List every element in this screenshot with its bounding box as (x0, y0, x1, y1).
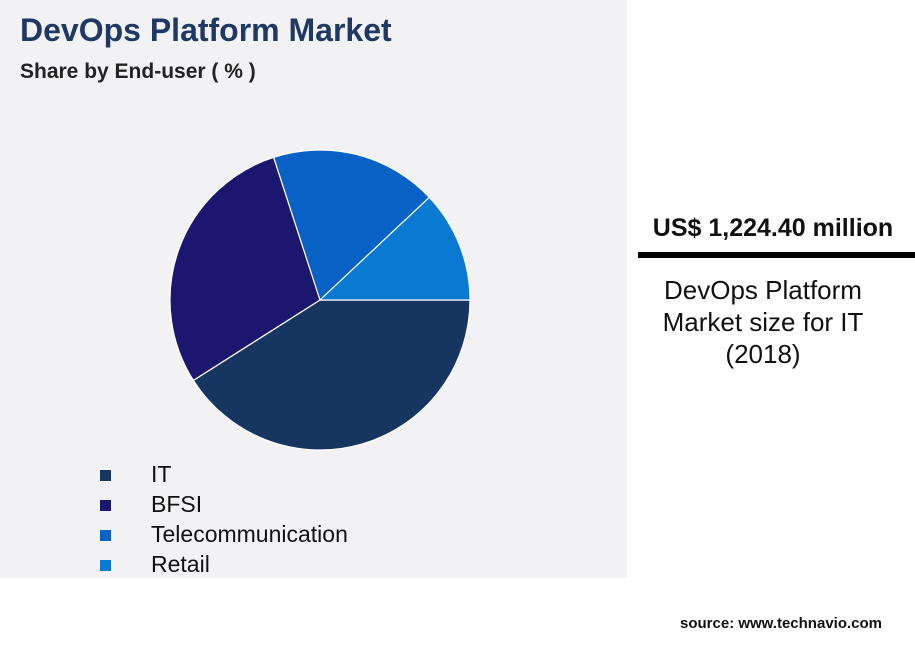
pie-slice (192, 299, 471, 451)
callout-line: Market size for IT (662, 307, 864, 337)
background (0, 578, 627, 648)
legend-label: BFSI (151, 491, 203, 517)
callout-panel (627, 3, 915, 648)
legend-swatch (100, 530, 111, 542)
chart-subtitle: Share by End-user ( % ) (20, 60, 256, 83)
chart-title: DevOps Platform Market (20, 12, 392, 48)
legend-swatch (100, 470, 111, 482)
pie-slice (169, 156, 321, 382)
pie-slice (272, 149, 431, 302)
legend-label: Telecommunication (151, 521, 348, 547)
callout-line: DevOps Platform (664, 275, 862, 305)
legend-item: BFSI (100, 491, 202, 518)
legend-swatch (100, 500, 111, 512)
legend-label: IT (151, 461, 172, 487)
legend-swatch (100, 560, 111, 572)
callout-value: US$ 1,224.40 million (652, 214, 894, 242)
legend-label: Retail (151, 551, 210, 577)
pie-chart (169, 149, 471, 451)
divider (638, 252, 915, 258)
legend-item: Telecommunication (100, 521, 348, 548)
legend-item: Retail (100, 551, 210, 578)
pie-slice (318, 196, 471, 301)
callout-line: (2018) (725, 339, 801, 369)
source: source: www.technavio.com (680, 615, 882, 632)
legend-item: IT (100, 461, 171, 488)
